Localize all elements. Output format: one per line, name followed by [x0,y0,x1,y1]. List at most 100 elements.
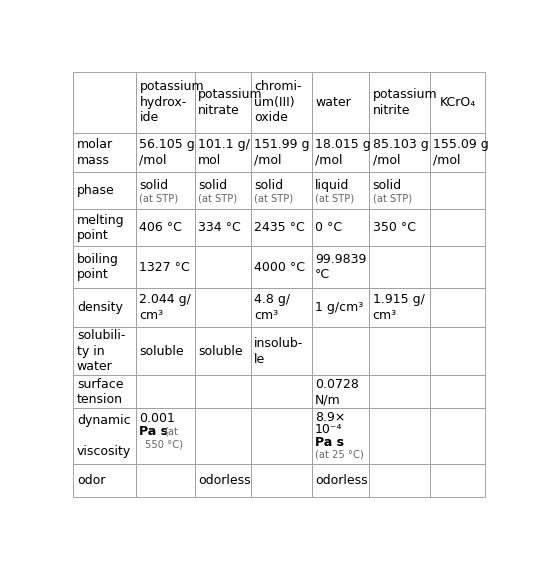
Bar [251,375,312,409]
Bar [312,210,369,246]
Bar [312,133,369,171]
Bar [430,246,486,288]
Bar [195,375,251,409]
Bar [195,246,251,288]
Bar [369,246,430,288]
Bar [430,133,486,171]
Bar [136,210,195,246]
Text: solubili-
ty in
water: solubili- ty in water [77,329,125,373]
Bar [251,288,312,327]
Bar [73,409,136,464]
Bar [430,210,486,246]
Bar [251,72,312,133]
Bar [312,327,369,375]
Text: 1327 °C: 1327 °C [140,261,190,274]
Bar [369,327,430,375]
Bar [369,464,430,497]
Text: odorless: odorless [315,474,367,487]
Text: odor: odor [77,474,105,487]
Text: melting
point: melting point [77,214,125,242]
Bar [312,409,369,464]
Text: 4000 °C: 4000 °C [255,261,305,274]
Bar [430,171,486,210]
Bar [73,464,136,497]
Text: solid: solid [198,179,227,192]
Bar [369,171,430,210]
Text: 334 °C: 334 °C [198,221,241,234]
Bar [312,246,369,288]
Text: 350 °C: 350 °C [373,221,416,234]
Bar [136,171,195,210]
Bar [136,288,195,327]
Bar [195,409,251,464]
Text: potassium
nitrite: potassium nitrite [373,88,437,117]
Text: 56.105 g
/mol: 56.105 g /mol [140,138,195,166]
Text: 1.915 g/
cm³: 1.915 g/ cm³ [373,293,425,322]
Text: (at STP): (at STP) [140,193,179,203]
Bar [251,327,312,375]
Text: (at STP): (at STP) [373,193,411,203]
Bar [195,133,251,171]
Text: solid: solid [373,179,402,192]
Bar [430,288,486,327]
Text: boiling
point: boiling point [77,253,119,282]
Bar [251,409,312,464]
Bar [195,210,251,246]
Bar [195,288,251,327]
Text: soluble: soluble [198,345,243,358]
Bar [369,375,430,409]
Bar [430,72,486,133]
Text: 2435 °C: 2435 °C [255,221,305,234]
Bar [312,288,369,327]
Text: soluble: soluble [140,345,184,358]
Bar [369,72,430,133]
Text: 550 °C): 550 °C) [146,439,183,449]
Bar [251,133,312,171]
Bar [73,327,136,375]
Text: Pa s: Pa s [315,436,344,448]
Text: (at: (at [164,427,178,437]
Bar [251,210,312,246]
Text: (at STP): (at STP) [255,193,293,203]
Text: 101.1 g/
mol: 101.1 g/ mol [198,138,250,166]
Text: surface
tension: surface tension [77,378,124,406]
Bar [369,409,430,464]
Bar [136,72,195,133]
Bar [136,327,195,375]
Bar [73,171,136,210]
Bar [312,375,369,409]
Bar [312,171,369,210]
Text: (at STP): (at STP) [198,193,238,203]
Text: 155.09 g
/mol: 155.09 g /mol [433,138,489,166]
Bar [195,171,251,210]
Bar [312,464,369,497]
Text: 10⁻⁴: 10⁻⁴ [315,423,342,436]
Bar [251,246,312,288]
Text: odorless: odorless [198,474,251,487]
Text: solid: solid [140,179,168,192]
Bar [369,288,430,327]
Text: dynamic

viscosity: dynamic viscosity [77,414,131,458]
Text: 85.103 g
/mol: 85.103 g /mol [373,138,428,166]
Text: 406 °C: 406 °C [140,221,182,234]
Text: insolub-
le: insolub- le [255,337,304,365]
Bar [369,210,430,246]
Bar [195,327,251,375]
Bar [430,375,486,409]
Bar [73,375,136,409]
Text: 0.001: 0.001 [140,412,175,425]
Bar [136,246,195,288]
Text: (at 25 °C): (at 25 °C) [315,450,364,459]
Text: potassium
nitrate: potassium nitrate [198,88,263,117]
Text: water: water [315,96,351,109]
Bar [136,464,195,497]
Bar [73,72,136,133]
Bar [312,72,369,133]
Bar [195,72,251,133]
Text: density: density [77,301,123,314]
Text: 151.99 g
/mol: 151.99 g /mol [255,138,310,166]
Text: 8.9×: 8.9× [315,411,346,424]
Text: 2.044 g/
cm³: 2.044 g/ cm³ [140,293,191,322]
Text: 1 g/cm³: 1 g/cm³ [315,301,363,314]
Bar [251,171,312,210]
